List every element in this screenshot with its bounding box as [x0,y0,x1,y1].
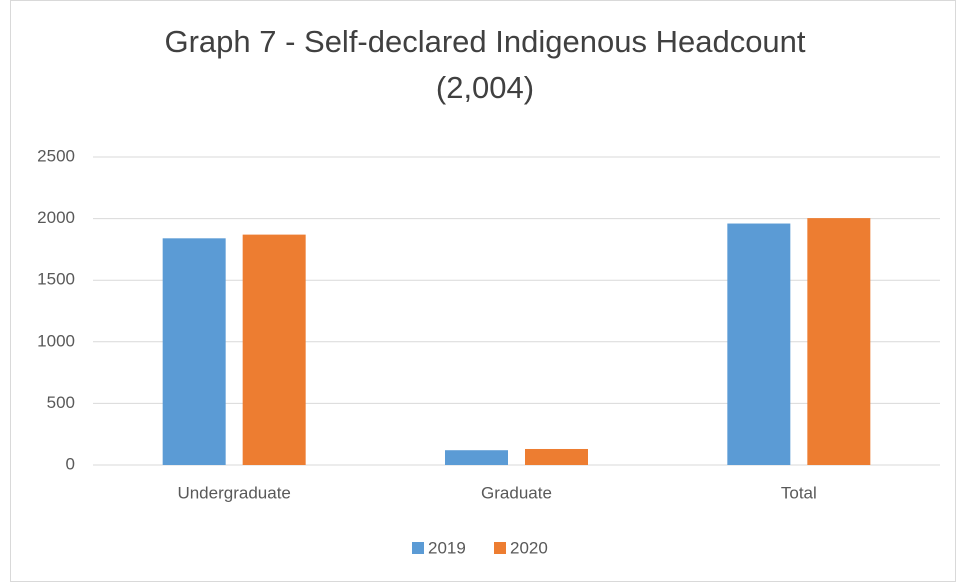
bar [242,234,306,465]
legend-label: 2020 [510,538,548,557]
y-tick-label: 2000 [37,208,75,227]
legend-label: 2019 [428,538,466,557]
bar [525,448,588,465]
y-tick-label: 1500 [37,270,75,289]
x-tick-label: Total [781,483,817,502]
legend-swatch [412,542,424,554]
y-tick-label: 1000 [37,331,75,350]
x-tick-label: Graduate [481,483,552,502]
bar [162,238,226,465]
bar [807,218,871,465]
y-tick-label: 500 [47,393,75,412]
bar [727,223,791,465]
chart-title: Graph 7 - Self-declared Indigenous Headc… [164,24,805,59]
legend-swatch [494,542,506,554]
chart-title: (2,004) [436,70,534,105]
y-tick-label: 0 [66,454,75,473]
bar [445,450,508,465]
y-tick-label: 2500 [37,146,75,165]
x-tick-label: Undergraduate [177,483,290,502]
